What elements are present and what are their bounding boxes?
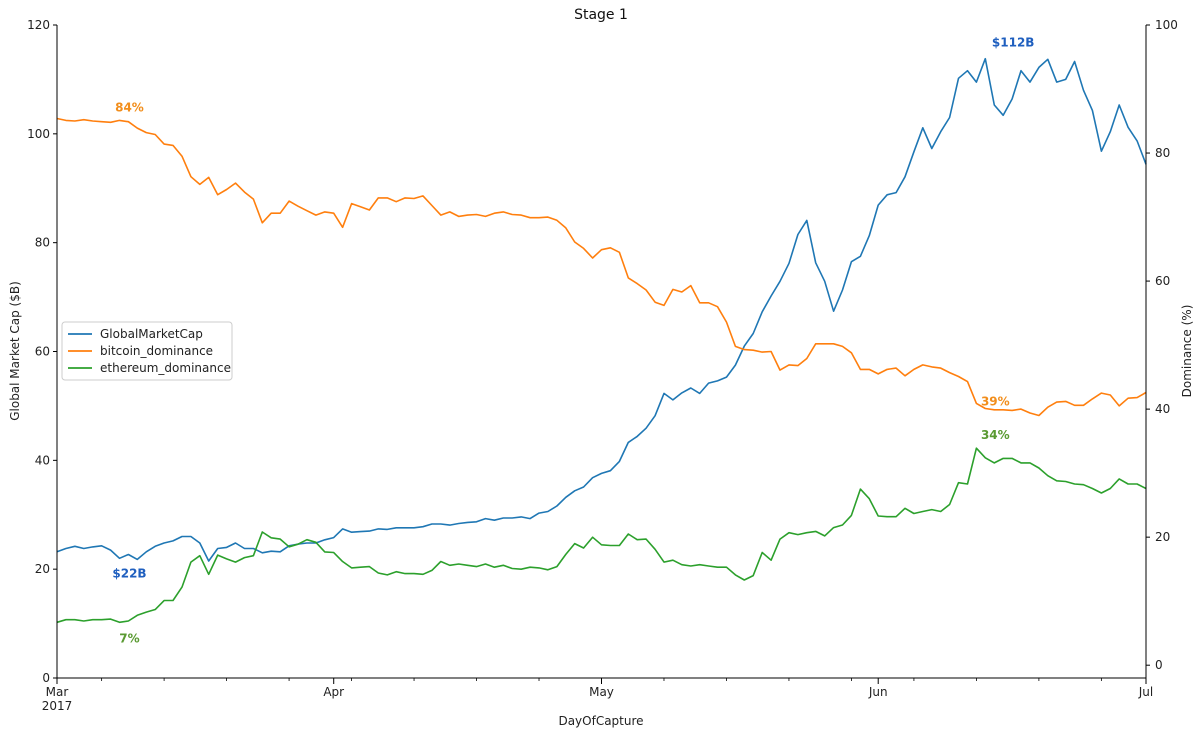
x-tick-label: Jul	[1138, 685, 1153, 699]
y-right-tick-label: 100	[1155, 18, 1178, 32]
y-axis-left-title: Global Market Cap ($B)	[8, 281, 22, 421]
y-left-tick-label: 80	[35, 236, 50, 250]
y-left-tick-label: 40	[35, 453, 50, 467]
y-left-tick-label: 60	[35, 345, 50, 359]
annotation-max-GlobalMarketCap: $112B	[992, 36, 1035, 50]
x-tick-sublabel: 2017	[42, 699, 73, 713]
y-left-tick-label: 0	[42, 671, 50, 685]
annotation-min-ethereum_dominance: 7%	[119, 631, 139, 645]
chart-title: Stage 1	[574, 7, 628, 23]
x-tick-label: Apr	[323, 685, 344, 699]
annotation-max-bitcoin_dominance: 84%	[115, 100, 144, 114]
legend-label: bitcoin_dominance	[100, 344, 213, 358]
y-right-tick-label: 0	[1155, 658, 1163, 672]
series-line-ethereum_dominance	[56, 447, 1147, 624]
legend-label: ethereum_dominance	[100, 361, 231, 375]
x-tick-label: Jun	[868, 685, 888, 699]
legend-label: GlobalMarketCap	[100, 327, 203, 341]
series-line-bitcoin_dominance	[56, 117, 1147, 417]
y-axis-right-title: Dominance (%)	[1180, 305, 1194, 398]
y-left-tick-label: 20	[35, 562, 50, 576]
series-line-GlobalMarketCap	[56, 57, 1147, 562]
y-right-tick-label: 40	[1155, 402, 1170, 416]
x-tick-label: Mar	[46, 685, 69, 699]
y-right-tick-label: 60	[1155, 274, 1170, 288]
x-axis-title: DayOfCapture	[558, 714, 643, 728]
y-left-tick-label: 100	[27, 127, 50, 141]
x-tick-label: May	[589, 685, 614, 699]
annotation-min-bitcoin_dominance: 39%	[981, 394, 1010, 408]
y-left-tick-label: 120	[27, 18, 50, 32]
annotation-min-GlobalMarketCap: $22B	[112, 566, 146, 580]
y-right-tick-label: 20	[1155, 530, 1170, 544]
legend-box	[61, 321, 233, 381]
y-right-tick-label: 80	[1155, 146, 1170, 160]
annotation-max-ethereum_dominance: 34%	[981, 428, 1010, 442]
